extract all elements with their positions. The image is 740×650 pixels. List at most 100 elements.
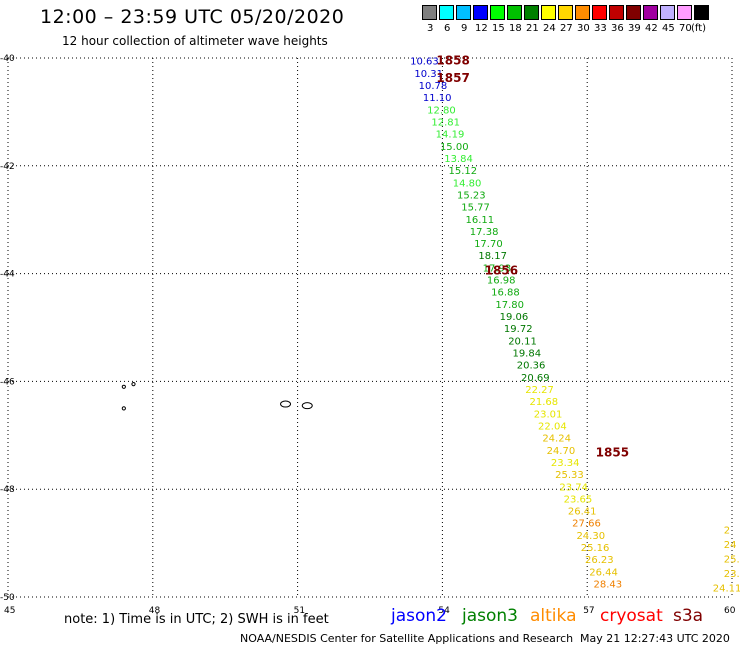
swh-label: 10.31	[414, 69, 443, 80]
scale-swatch	[456, 5, 471, 20]
swh-label: 16.98	[487, 276, 516, 287]
scale-label: 15	[492, 23, 505, 34]
scale-label: 21	[526, 23, 539, 34]
scale-swatch	[490, 5, 505, 20]
swh-label: 24.70	[547, 446, 576, 457]
time-label: 1857	[436, 71, 469, 85]
scale-swatch	[643, 5, 658, 20]
swh-label-edge: 2	[724, 526, 730, 537]
scale-label: 36	[611, 23, 624, 34]
swh-label: 22.27	[525, 385, 554, 396]
lon-tick-label: 57	[583, 606, 594, 616]
lat-tick-label: -42	[0, 162, 15, 172]
swh-label: 15.77	[461, 203, 490, 214]
scale-label: 9	[461, 23, 468, 34]
swh-label-edge: 25.	[724, 554, 740, 565]
scale-swatch	[558, 5, 573, 20]
swh-label: 15.23	[457, 190, 486, 201]
swh-label: 19.06	[500, 312, 529, 323]
scale-swatch	[422, 5, 437, 20]
scale-label: 27	[560, 23, 573, 34]
scale-swatch	[541, 5, 556, 20]
small-island-a	[121, 384, 126, 389]
swh-label: 17.80	[495, 300, 524, 311]
small-island-c	[121, 406, 126, 411]
swh-label: 10.63	[410, 57, 439, 68]
swh-label: 18.17	[478, 251, 507, 262]
scale-label: 6	[444, 23, 451, 34]
swh-label: 15.00	[440, 142, 469, 153]
satellite-legend-jason3: jason3	[462, 606, 518, 626]
swh-label: 27.66	[572, 519, 601, 530]
swh-label: 16.88	[491, 288, 520, 299]
swh-label: 21.68	[530, 397, 559, 408]
swh-label: 23.65	[564, 494, 593, 505]
swh-label: 23.01	[534, 409, 563, 420]
swh-label: 23.74	[559, 482, 588, 493]
scale-swatch	[507, 5, 522, 20]
scale-swatch	[524, 5, 539, 20]
scale-label: 39	[628, 23, 641, 34]
swh-label: 14.19	[436, 130, 465, 141]
scale-swatch	[626, 5, 641, 20]
scale-label: 18	[509, 23, 522, 34]
swh-label: 28.43	[594, 580, 623, 591]
scale-label: 45	[662, 23, 675, 34]
time-label: 1856	[485, 263, 518, 277]
generation-timestamp: May 21 12:27:43 UTC 2020	[580, 632, 730, 645]
swh-label: 13.84	[444, 154, 473, 165]
scale-label: 12	[475, 23, 488, 34]
scale-label: 70	[679, 23, 692, 34]
satellite-legend-altika: altika	[530, 606, 577, 626]
credit-line: NOAA/NESDIS Center for Satellite Applica…	[240, 632, 574, 645]
swh-label: 24.30	[576, 531, 605, 542]
scale-swatch	[439, 5, 454, 20]
scale-label: 24	[543, 23, 556, 34]
swh-label: 12.80	[427, 105, 456, 116]
swh-label: 12.81	[431, 117, 460, 128]
scale-swatch	[575, 5, 590, 20]
swh-label: 17.93	[483, 263, 512, 274]
swh-label: 26.41	[568, 507, 597, 518]
swh-label: 15.12	[448, 166, 477, 177]
scale-swatch	[592, 5, 607, 20]
time-label: 1855	[596, 445, 629, 459]
scale-swatch	[609, 5, 624, 20]
scale-swatch	[677, 5, 692, 20]
swh-label: 25.33	[555, 470, 584, 481]
lat-tick-label: -46	[0, 377, 15, 387]
swh-label-edge: 24	[724, 540, 737, 551]
scale-swatch	[694, 5, 709, 20]
lat-tick-label: -50	[0, 593, 15, 603]
swh-label: 10.78	[419, 81, 448, 92]
swh-label-edge: 23.	[724, 569, 740, 580]
satellite-legend-s3a: s3a	[673, 606, 704, 626]
swh-label: 19.84	[512, 349, 541, 360]
swh-label: 20.11	[508, 336, 537, 347]
satellite-legend-jason2: jason2	[391, 606, 447, 626]
scale-swatch	[473, 5, 488, 20]
scale-label: 42	[645, 23, 658, 34]
map-subtitle: 12 hour collection of altimeter wave hei…	[62, 34, 328, 48]
island-e	[301, 402, 313, 410]
swh-label: 16.11	[466, 215, 495, 226]
scale-label: 30	[577, 23, 590, 34]
lat-tick-label: -48	[0, 485, 15, 495]
map-title: 12:00 – 23:59 UTC 05/20/2020	[40, 6, 345, 28]
swh-label-edge: 24.11	[713, 583, 740, 594]
small-island-b	[131, 381, 136, 387]
lon-tick-label: 48	[149, 606, 161, 616]
lat-tick-label: -44	[0, 270, 15, 280]
scale-label: 3	[427, 23, 434, 34]
swh-label: 14.80	[453, 178, 482, 189]
lon-tick-label: 54	[438, 606, 450, 616]
swh-label: 19.72	[504, 324, 533, 335]
swh-label: 24.24	[542, 434, 571, 445]
swh-label: 20.36	[517, 361, 546, 372]
swh-label: 17.38	[470, 227, 499, 238]
units-note: note: 1) Time is in UTC; 2) SWH is in fe…	[64, 612, 329, 627]
lon-tick-label: 45	[4, 606, 15, 616]
scale-label: 33	[594, 23, 607, 34]
